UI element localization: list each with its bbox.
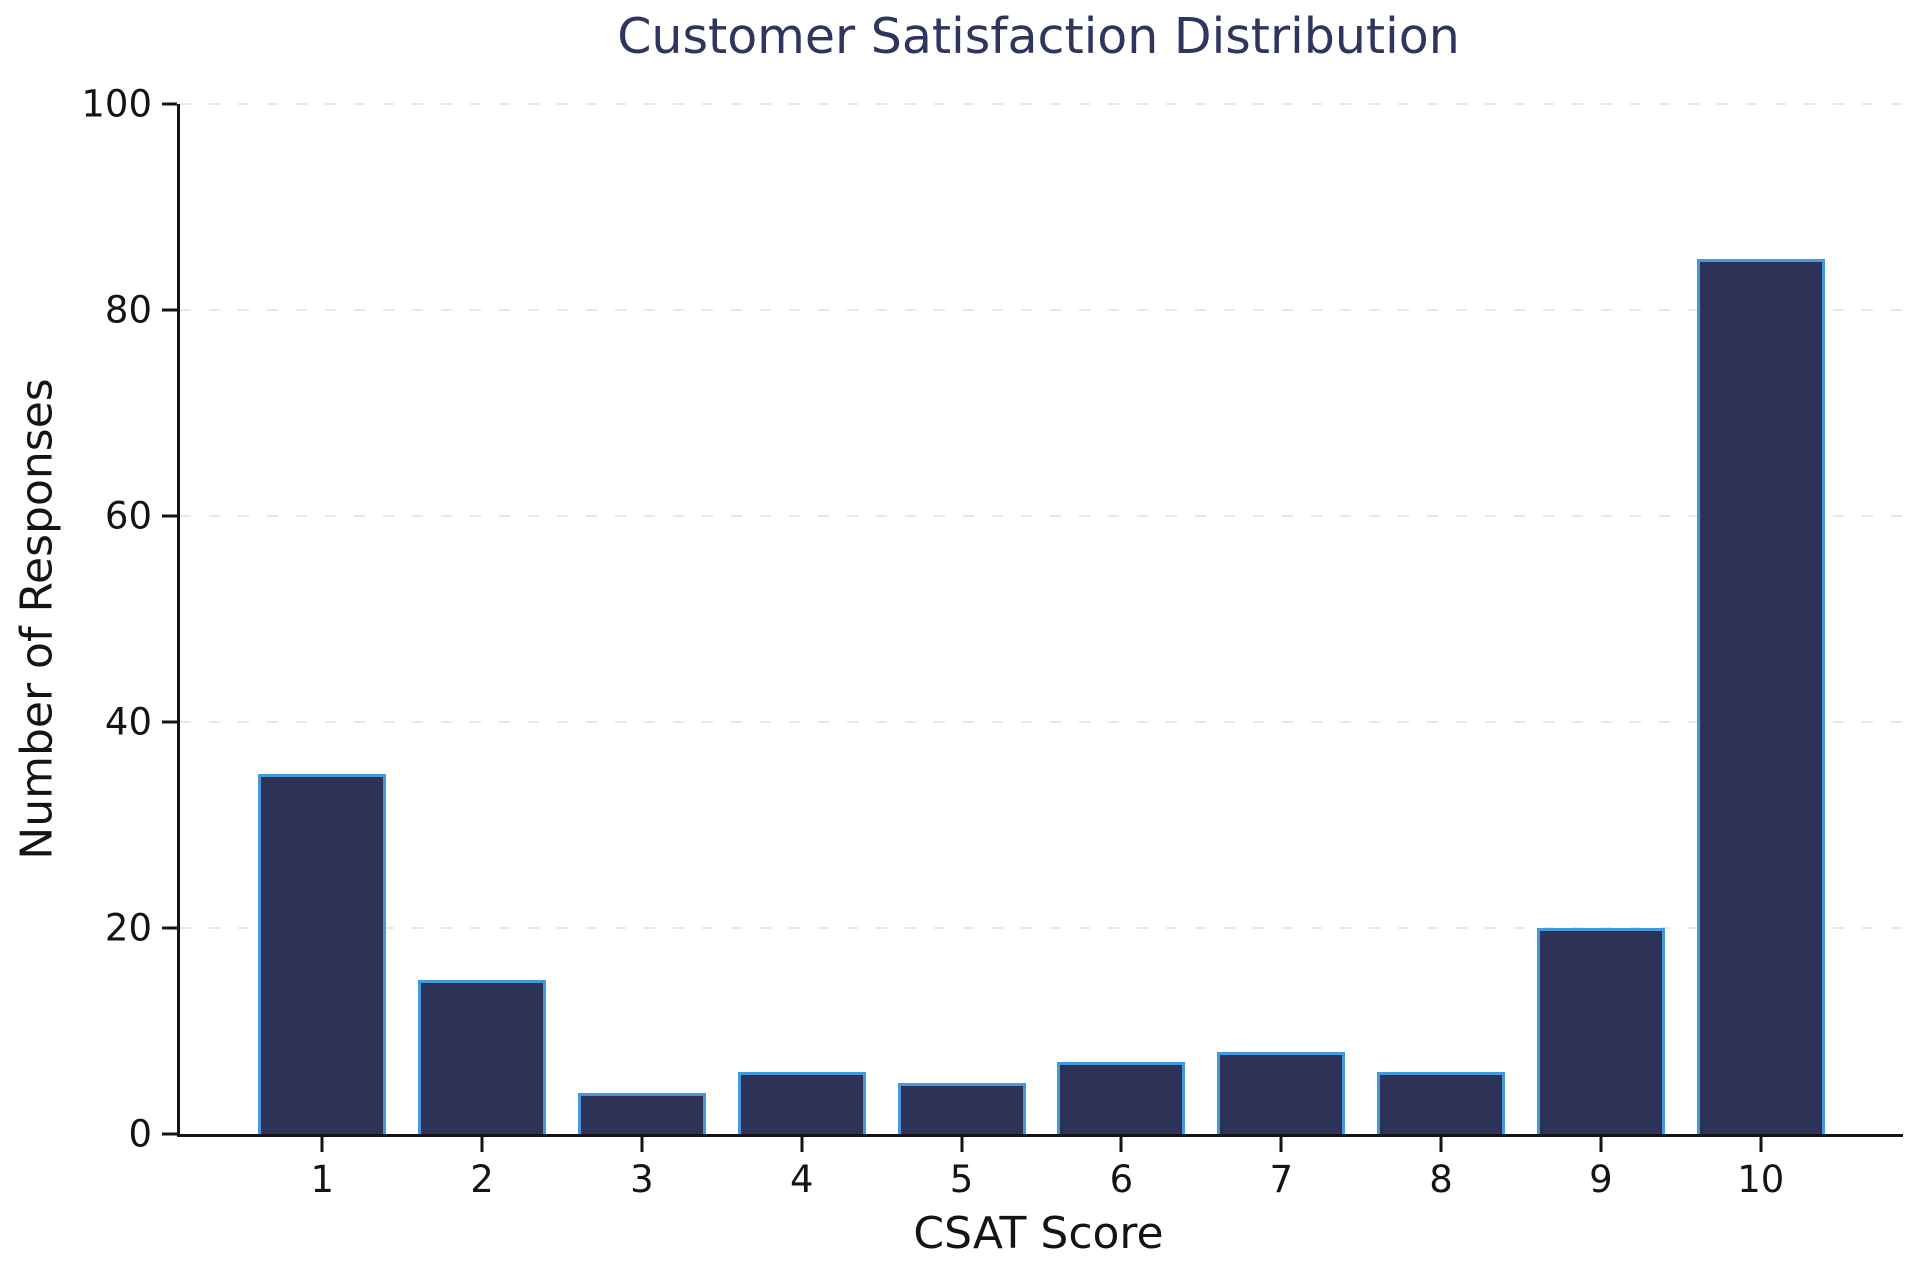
x-tick-4 xyxy=(800,1137,804,1152)
bar-3 xyxy=(577,1092,706,1134)
y-tick-label-80: 80 xyxy=(104,288,152,332)
bar-8 xyxy=(1377,1072,1505,1134)
y-tick-0 xyxy=(162,1132,177,1136)
y-tick-label-100: 100 xyxy=(81,82,152,126)
chart-title: Customer Satisfaction Distribution xyxy=(617,8,1460,65)
x-tick-8 xyxy=(1439,1137,1443,1152)
y-tick-100 xyxy=(162,102,177,106)
bar-5 xyxy=(897,1082,1026,1134)
x-tick-9 xyxy=(1599,1137,1603,1152)
gridline-y-100 xyxy=(180,103,1903,105)
y-tick-label-60: 60 xyxy=(104,494,152,538)
y-tick-80 xyxy=(162,308,177,312)
x-tick-label-5: 5 xyxy=(949,1158,974,1201)
x-tick-label-2: 2 xyxy=(470,1158,494,1201)
x-tick-3 xyxy=(640,1137,644,1152)
bar-6 xyxy=(1057,1061,1186,1134)
y-tick-40 xyxy=(162,720,177,724)
bar-1 xyxy=(258,773,387,1134)
gridline-y-80 xyxy=(180,309,1903,311)
bar-10 xyxy=(1696,258,1825,1134)
y-tick-60 xyxy=(162,514,177,518)
x-tick-label-7: 7 xyxy=(1269,1158,1294,1201)
x-axis-label: CSAT Score xyxy=(913,1208,1164,1259)
x-tick-7 xyxy=(1279,1137,1283,1152)
bar-7 xyxy=(1217,1051,1346,1134)
bar-9 xyxy=(1536,928,1665,1134)
x-tick-5 xyxy=(960,1137,964,1152)
y-tick-label-20: 20 xyxy=(104,906,152,950)
plot-area: 0 20 40 60 80 100 1 2 3 4 5 6 7 8 9 10 xyxy=(81,83,1903,1201)
x-tick-label-8: 8 xyxy=(1429,1158,1453,1201)
x-tick-label-1: 1 xyxy=(310,1158,335,1201)
y-axis-label: Number of Responses xyxy=(11,378,63,860)
gridline-y-40 xyxy=(180,721,1903,723)
gridline-y-20 xyxy=(180,927,1903,929)
y-tick-20 xyxy=(162,926,177,930)
x-tick-label-10: 10 xyxy=(1737,1158,1785,1201)
x-tick-2 xyxy=(480,1137,484,1152)
x-tick-6 xyxy=(1119,1137,1123,1152)
x-tick-10 xyxy=(1759,1137,1763,1152)
x-tick-label-4: 4 xyxy=(789,1158,814,1201)
gridline-y-60 xyxy=(180,515,1903,517)
bar-4 xyxy=(737,1072,866,1134)
x-tick-1 xyxy=(320,1137,324,1152)
y-tick-label-40: 40 xyxy=(104,700,152,744)
x-tick-label-9: 9 xyxy=(1589,1158,1613,1201)
bar-2 xyxy=(418,979,546,1134)
y-tick-label-0: 0 xyxy=(128,1112,152,1156)
x-tick-label-3: 3 xyxy=(630,1158,654,1201)
x-tick-label-6: 6 xyxy=(1109,1158,1134,1201)
